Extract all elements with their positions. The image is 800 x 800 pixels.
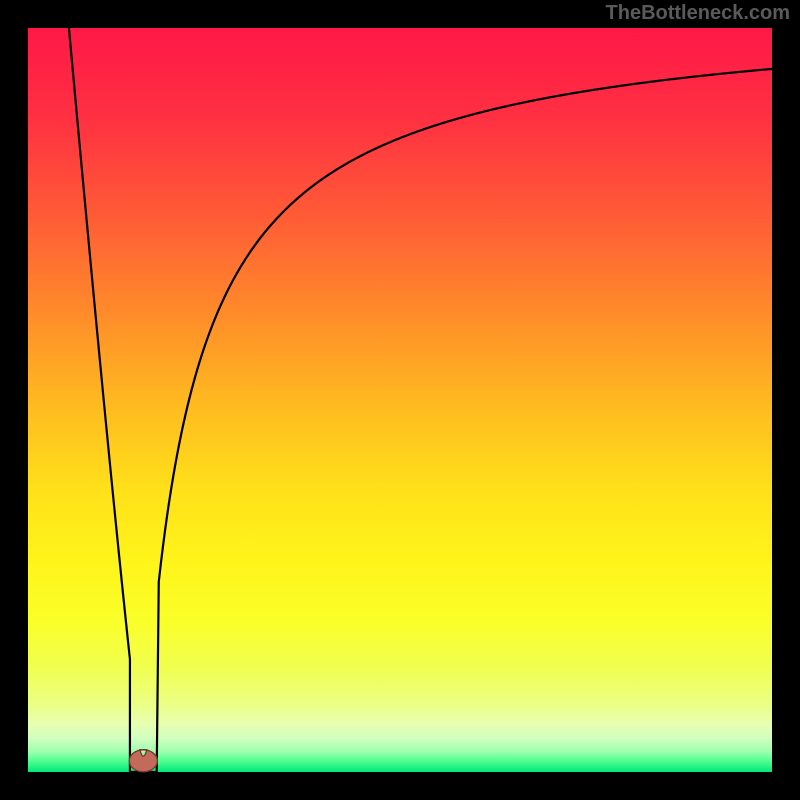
chart-container: TheBottleneck.com — [0, 0, 800, 800]
bottleneck-chart — [0, 0, 800, 800]
heat-gradient-plot — [28, 28, 772, 772]
watermark-text: TheBottleneck.com — [606, 2, 790, 25]
